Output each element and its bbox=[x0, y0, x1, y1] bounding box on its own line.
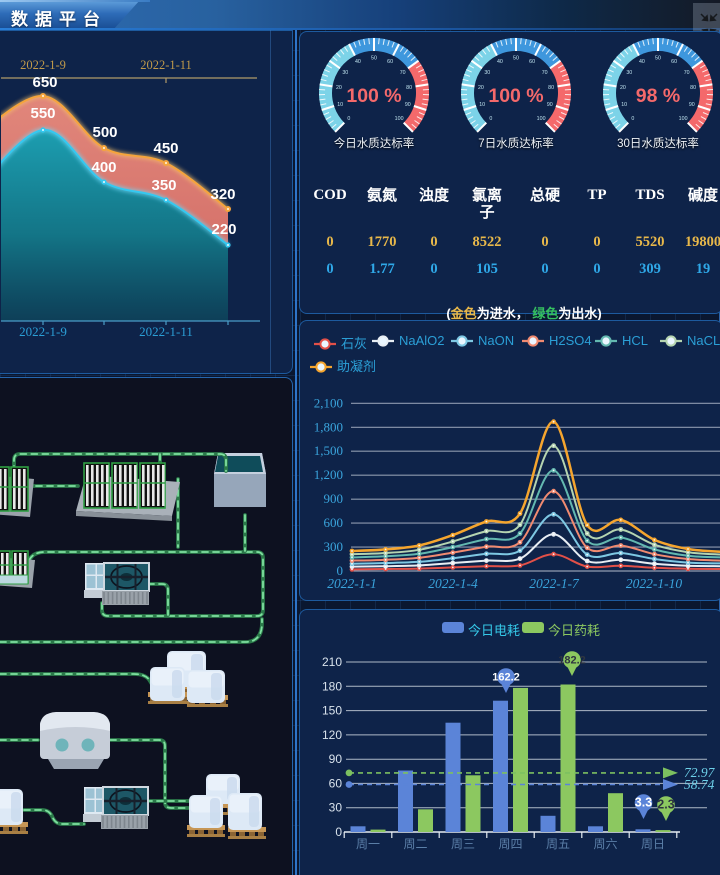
svg-text:周日: 周日 bbox=[641, 837, 665, 851]
svg-text:150: 150 bbox=[322, 704, 342, 718]
svg-text:40: 40 bbox=[639, 59, 645, 65]
svg-text:90: 90 bbox=[547, 102, 553, 108]
svg-text:2,100: 2,100 bbox=[314, 395, 343, 410]
svg-text:30: 30 bbox=[626, 70, 632, 76]
svg-text:350: 350 bbox=[151, 177, 176, 194]
svg-text:90: 90 bbox=[329, 752, 343, 766]
svg-text:100: 100 bbox=[679, 116, 688, 122]
svg-text:70: 70 bbox=[684, 70, 690, 76]
svg-text:100: 100 bbox=[537, 116, 546, 122]
svg-text:2.3: 2.3 bbox=[657, 798, 674, 812]
svg-text:90: 90 bbox=[689, 102, 695, 108]
svg-text:72.97: 72.97 bbox=[684, 765, 716, 780]
svg-text:2022-1-11: 2022-1-11 bbox=[139, 324, 193, 339]
svg-text:120: 120 bbox=[322, 728, 342, 742]
svg-text:30: 30 bbox=[342, 70, 348, 76]
svg-text:60: 60 bbox=[329, 776, 343, 790]
svg-text:30: 30 bbox=[484, 70, 490, 76]
svg-text:100 %: 100 % bbox=[488, 85, 543, 107]
svg-text:60: 60 bbox=[671, 59, 677, 65]
svg-text:50: 50 bbox=[371, 55, 377, 61]
svg-text:100 %: 100 % bbox=[346, 85, 401, 107]
svg-text:20: 20 bbox=[620, 85, 626, 91]
svg-text:500: 500 bbox=[92, 124, 117, 141]
svg-text:600: 600 bbox=[324, 515, 344, 530]
svg-text:2022-1-10: 2022-1-10 bbox=[626, 576, 682, 591]
svg-text:周一: 周一 bbox=[356, 837, 380, 851]
svg-text:80: 80 bbox=[690, 85, 696, 91]
svg-text:80: 80 bbox=[406, 85, 412, 91]
svg-text:50: 50 bbox=[655, 55, 661, 61]
svg-text:0: 0 bbox=[335, 825, 342, 839]
svg-text:220: 220 bbox=[211, 221, 236, 238]
svg-text:40: 40 bbox=[497, 59, 503, 65]
svg-text:0: 0 bbox=[631, 116, 634, 122]
svg-text:100: 100 bbox=[395, 116, 404, 122]
svg-text:58.74: 58.74 bbox=[684, 777, 715, 792]
svg-text:400: 400 bbox=[91, 159, 116, 176]
svg-text:320: 320 bbox=[210, 186, 235, 203]
svg-text:周三: 周三 bbox=[451, 837, 475, 851]
svg-text:周二: 周二 bbox=[403, 837, 427, 851]
svg-text:30: 30 bbox=[329, 801, 343, 815]
svg-text:650: 650 bbox=[32, 74, 57, 91]
svg-text:2022-1-9: 2022-1-9 bbox=[20, 58, 66, 72]
svg-text:210: 210 bbox=[322, 655, 342, 669]
svg-text:182.2: 182.2 bbox=[558, 655, 586, 667]
svg-text:2022-1-1: 2022-1-1 bbox=[327, 576, 377, 591]
svg-text:2022-1-11: 2022-1-11 bbox=[140, 58, 192, 72]
svg-text:550: 550 bbox=[30, 105, 55, 122]
svg-text:0: 0 bbox=[347, 116, 350, 122]
svg-text:2022-1-9: 2022-1-9 bbox=[19, 324, 67, 339]
svg-text:20: 20 bbox=[478, 85, 484, 91]
svg-text:40: 40 bbox=[355, 59, 361, 65]
svg-text:周六: 周六 bbox=[593, 837, 617, 851]
svg-text:2022-1-4: 2022-1-4 bbox=[428, 576, 478, 591]
svg-text:900: 900 bbox=[324, 491, 344, 506]
svg-text:1,200: 1,200 bbox=[314, 467, 343, 482]
svg-text:70: 70 bbox=[542, 70, 548, 76]
svg-text:10: 10 bbox=[337, 102, 343, 108]
svg-text:60: 60 bbox=[529, 59, 535, 65]
svg-text:300: 300 bbox=[324, 539, 344, 554]
svg-text:180: 180 bbox=[322, 679, 342, 693]
svg-text:80: 80 bbox=[548, 85, 554, 91]
svg-text:162.2: 162.2 bbox=[492, 672, 520, 684]
svg-text:周五: 周五 bbox=[546, 837, 570, 851]
svg-text:60: 60 bbox=[387, 59, 393, 65]
svg-text:0: 0 bbox=[337, 563, 344, 578]
svg-text:3.3: 3.3 bbox=[635, 796, 652, 810]
svg-text:90: 90 bbox=[405, 102, 411, 108]
svg-text:70: 70 bbox=[400, 70, 406, 76]
svg-text:1,500: 1,500 bbox=[314, 443, 343, 458]
svg-text:周四: 周四 bbox=[498, 837, 522, 851]
svg-text:2022-1-7: 2022-1-7 bbox=[529, 576, 580, 591]
svg-text:10: 10 bbox=[479, 102, 485, 108]
svg-text:1,800: 1,800 bbox=[314, 419, 343, 434]
svg-text:450: 450 bbox=[153, 140, 178, 157]
svg-text:50: 50 bbox=[513, 55, 519, 61]
svg-text:20: 20 bbox=[336, 85, 342, 91]
svg-text:0: 0 bbox=[489, 116, 492, 122]
svg-text:98 %: 98 % bbox=[636, 85, 680, 107]
svg-text:10: 10 bbox=[621, 102, 627, 108]
